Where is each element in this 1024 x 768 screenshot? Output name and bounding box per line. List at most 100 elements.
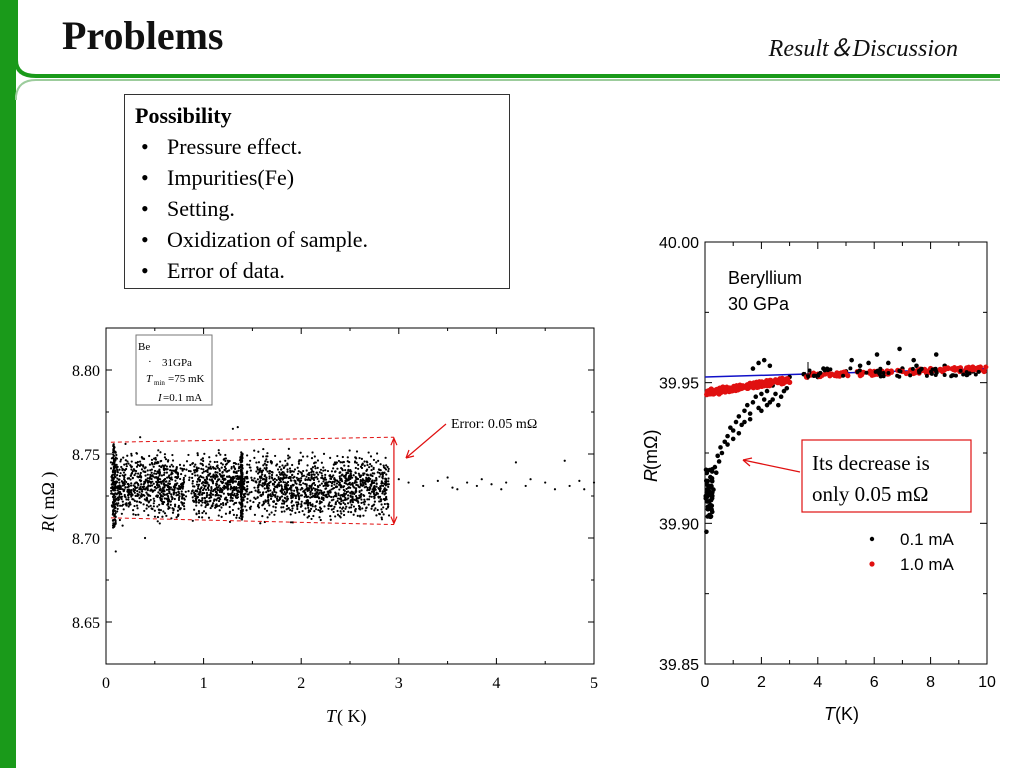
left-point — [292, 492, 295, 495]
left-point — [113, 463, 116, 466]
left-point — [117, 496, 120, 499]
series-10ma-point — [783, 378, 789, 385]
left-point — [122, 482, 125, 485]
left-point — [271, 491, 274, 494]
left-point — [109, 467, 113, 470]
left-point — [196, 469, 199, 472]
left-point — [111, 479, 115, 482]
left-point — [234, 501, 238, 504]
left-point — [275, 474, 278, 477]
left-point — [339, 494, 342, 497]
left-point — [227, 483, 230, 486]
left-point — [245, 481, 249, 484]
left-point — [339, 502, 342, 505]
left-point — [240, 511, 243, 514]
left-point — [475, 484, 478, 488]
left-point — [156, 486, 160, 489]
left-point — [357, 467, 360, 470]
left-point — [135, 461, 139, 464]
left-point — [341, 473, 344, 476]
left-point — [384, 482, 387, 485]
left-point — [167, 498, 170, 501]
left-point — [198, 499, 201, 502]
left-point — [181, 486, 184, 489]
left-point — [195, 513, 198, 516]
left-point — [203, 497, 206, 500]
left-point — [366, 477, 370, 480]
series-01ma-point — [709, 469, 715, 474]
left-point — [284, 481, 287, 484]
series-10ma-point — [912, 370, 918, 376]
left-point — [261, 478, 265, 481]
left-point — [111, 451, 115, 454]
left-point — [174, 483, 177, 486]
left-point — [240, 479, 243, 482]
left-point — [305, 483, 308, 486]
series-10ma-point — [885, 371, 892, 377]
left-point — [314, 489, 317, 492]
left-point — [268, 472, 271, 475]
left-point — [317, 497, 321, 500]
left-point — [378, 490, 382, 493]
left-point — [327, 484, 330, 487]
left-point — [284, 497, 287, 500]
left-point — [202, 459, 205, 463]
left-point — [231, 477, 234, 480]
left-point — [246, 485, 249, 488]
legend-label-10ma: 1.0 mA — [900, 555, 955, 574]
left-point — [380, 482, 383, 485]
left-point — [332, 463, 336, 466]
left-point — [241, 508, 244, 512]
left-point — [373, 484, 376, 488]
left-point — [222, 474, 226, 477]
left-point — [114, 498, 117, 501]
left-point — [152, 465, 155, 468]
left-point — [382, 506, 385, 509]
left-point — [160, 474, 164, 477]
left-point — [214, 504, 217, 507]
left-point — [286, 470, 289, 473]
left-point — [167, 459, 170, 462]
left-point — [275, 479, 278, 482]
left-point — [163, 467, 166, 470]
left-point — [225, 470, 229, 473]
left-point — [367, 451, 370, 454]
left-point — [209, 475, 212, 478]
left-point — [116, 485, 119, 488]
left-point — [111, 456, 115, 459]
left-point — [261, 473, 264, 476]
left-point — [135, 500, 139, 503]
left-point — [154, 485, 157, 489]
left-point — [292, 504, 295, 507]
left-point — [208, 493, 211, 496]
left-point — [357, 485, 360, 488]
left-point — [203, 452, 206, 455]
left-point — [341, 473, 344, 476]
left-point — [324, 478, 328, 481]
left-point — [117, 478, 120, 481]
left-point — [241, 512, 244, 515]
left-point — [139, 463, 142, 466]
left-point — [303, 489, 306, 492]
left-point — [229, 499, 232, 502]
left-point — [305, 487, 309, 490]
left-point — [303, 513, 306, 516]
left-point — [193, 471, 196, 474]
left-point — [129, 503, 132, 506]
series-10ma-point — [931, 366, 937, 373]
left-point — [234, 496, 238, 499]
left-point — [145, 491, 148, 494]
left-point — [248, 463, 251, 466]
left-point — [229, 478, 232, 481]
left-point — [240, 480, 243, 484]
left-point — [205, 465, 208, 468]
left-point — [111, 486, 114, 489]
left-point — [223, 484, 226, 488]
left-point — [270, 470, 274, 474]
left-point — [127, 482, 130, 486]
left-point — [177, 506, 180, 509]
left-point — [368, 486, 371, 489]
left-point — [294, 481, 297, 484]
left-point — [568, 484, 571, 488]
left-point — [349, 477, 352, 480]
